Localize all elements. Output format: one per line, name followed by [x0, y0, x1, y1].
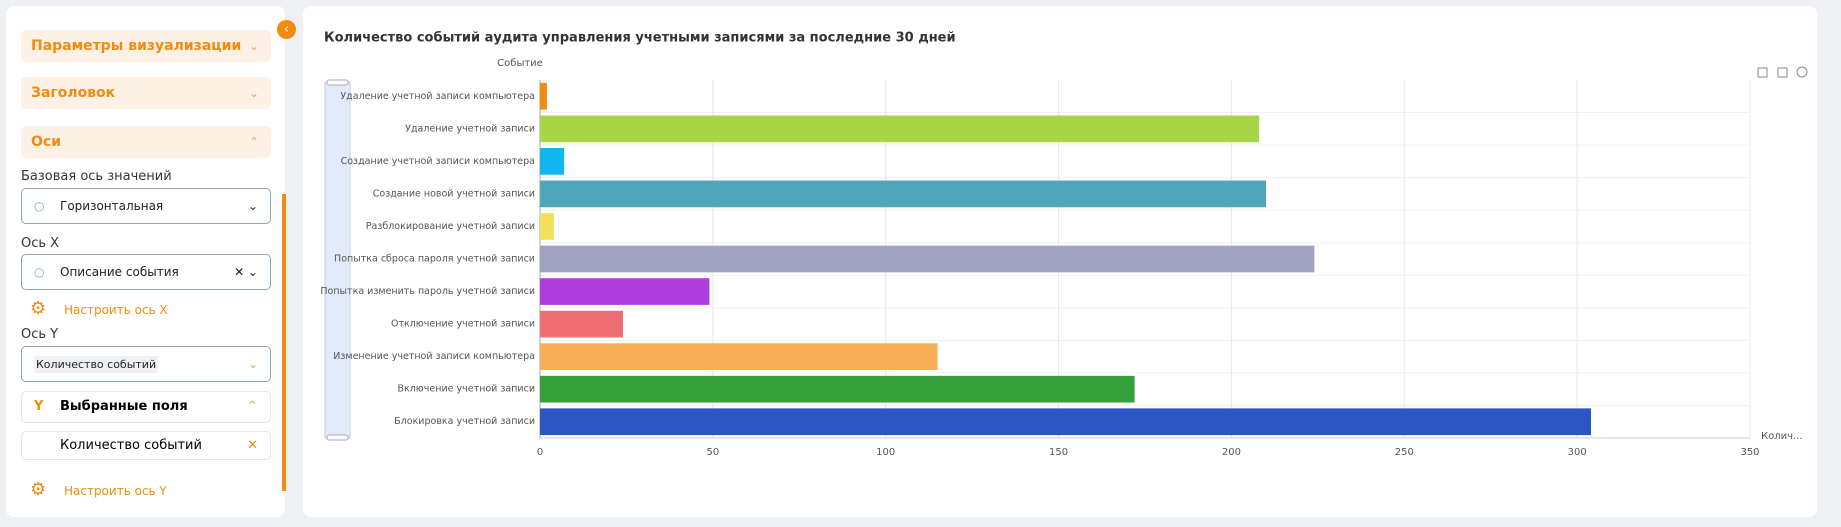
bar	[540, 343, 938, 370]
bar	[540, 245, 1315, 273]
bar	[540, 148, 565, 175]
x-tick-label: 200	[1222, 447, 1241, 458]
tag: Количество событий	[34, 356, 159, 373]
y-tick-label: Создание новой учетной записи	[373, 188, 535, 199]
toolbox[interactable]	[1757, 66, 1808, 78]
y-tick-label: Включение учетной записи	[397, 384, 535, 395]
select[interactable]: Горизонтальная ○ ⌄	[21, 188, 271, 224]
y-tick-label: Отключение учетной записи	[391, 319, 535, 330]
bar	[540, 213, 554, 240]
y-tick-label: Блокировка учетной записи	[394, 416, 535, 427]
gear-icon: ⚙	[30, 298, 47, 319]
field-label: Ось Y	[21, 327, 59, 342]
x-tick-label: 350	[1740, 447, 1759, 458]
field-label: Базовая ось значений	[21, 169, 172, 184]
x-tick-label: 50	[706, 447, 719, 458]
select-value: Горизонтальная	[60, 199, 164, 213]
link[interactable]: Настроить ось Y	[64, 484, 167, 498]
select[interactable]: Описание события ○ ✕ ⌄	[21, 254, 271, 290]
y-tick-label: Попытка сброса пароля учетной записи	[334, 254, 535, 265]
slider-handle[interactable]	[326, 79, 349, 86]
accordion-title: Заголовок	[31, 85, 116, 101]
y-tick-label: Изменение учетной записи компьютера	[333, 351, 535, 362]
y-tick-label: Разблокирование учетной записи	[366, 221, 535, 232]
bar	[540, 82, 547, 110]
bar	[540, 375, 1135, 403]
y-tick-label: Попытка изменить пароль учетной записи	[320, 286, 535, 297]
x-axis-title: Колич...	[1761, 431, 1803, 442]
x-tick-label: 0	[537, 447, 543, 458]
bar	[540, 310, 623, 338]
accordion-title: Параметры визуализации	[31, 38, 242, 54]
accordion-title: Оси	[31, 134, 62, 150]
y-tick-label: Удаление учетной записи компьютера	[340, 91, 535, 102]
select[interactable]: Количество событий ⌄	[21, 346, 271, 382]
selected-fields-title: Выбранные поля	[60, 399, 188, 414]
collapse-button[interactable]: ‹	[277, 20, 296, 39]
x-tick-label: 300	[1568, 447, 1587, 458]
x-tick-label: 150	[1049, 447, 1068, 458]
x-tick-label: 100	[876, 447, 895, 458]
selected-fields[interactable]: Y Выбранные поля ⌃	[21, 391, 271, 423]
gear-icon: ⚙	[30, 479, 47, 500]
chart: Количество событий аудита управления уче…	[320, 31, 1808, 458]
link[interactable]: Настроить ось X	[64, 303, 168, 317]
field-name: Количество событий	[60, 438, 202, 453]
bar	[540, 278, 710, 305]
scrollbar	[282, 194, 286, 491]
bar	[540, 115, 1260, 143]
accordion[interactable]: Оси ⌃	[21, 126, 271, 158]
y-tick-label: Удаление учетной записи	[405, 123, 535, 134]
x-tick-label: 250	[1395, 447, 1414, 458]
y-tick-label: Создание учетной записи компьютера	[341, 156, 535, 167]
accordion[interactable]: Параметры визуализации ⌄	[21, 30, 271, 62]
selected-field: Количество событий ✕	[21, 431, 271, 460]
accordion[interactable]: Заголовок ⌄	[21, 77, 271, 109]
y-axis-title: Событие	[497, 58, 543, 69]
bar	[540, 180, 1266, 208]
bar	[540, 408, 1591, 436]
select-value: Описание события	[60, 265, 179, 279]
slider-handle[interactable]	[326, 434, 349, 441]
field-label: Ось X	[21, 236, 60, 251]
chart-title: Количество событий аудита управления уче…	[324, 31, 956, 46]
